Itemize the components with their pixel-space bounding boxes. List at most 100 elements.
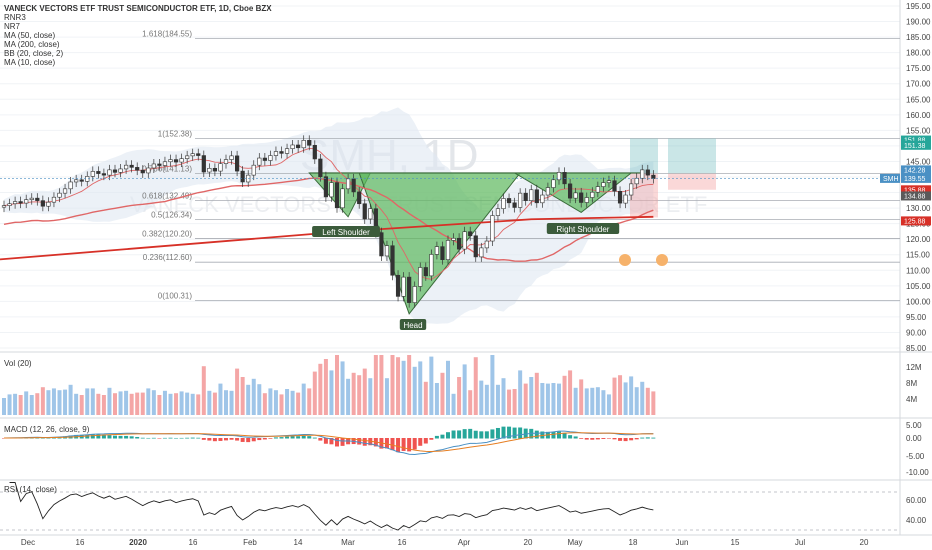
indicator-bb[interactable]: BB (20, close, 2) <box>4 49 64 58</box>
candle-body <box>173 159 179 163</box>
candle-body <box>567 183 573 199</box>
macd-histogram-bar <box>523 428 528 439</box>
label-right-shoulder-bg <box>546 223 620 234</box>
macd-histogram-bar <box>246 438 251 443</box>
volume-bar <box>135 392 140 415</box>
macd-histogram-bar <box>162 437 167 439</box>
indicator-nr7[interactable]: NR7 <box>4 22 21 31</box>
macd-histogram-bar <box>557 431 561 439</box>
volume-bar <box>218 383 223 415</box>
macd-histogram-bar <box>595 438 600 440</box>
price-tag: 125.88 <box>901 216 931 226</box>
candle-body <box>629 183 634 196</box>
candle-body <box>190 153 195 157</box>
macd-tick-label: 5.00 <box>906 421 922 430</box>
volume-bar <box>174 393 179 415</box>
volume-bar <box>207 390 212 415</box>
candle-body <box>296 144 301 149</box>
volume-bar <box>129 393 134 415</box>
candle-body <box>540 194 545 204</box>
volume-bar <box>201 366 206 415</box>
volume-bar <box>346 378 351 415</box>
candle-body <box>401 276 406 297</box>
volume-bar <box>495 384 500 415</box>
candle-body <box>479 247 484 258</box>
macd-label[interactable]: MACD (12, 26, close, 9) <box>4 425 90 434</box>
volume-bar <box>518 370 523 415</box>
macd-histogram-bar <box>601 438 606 439</box>
label-right-shoulder: Right Shoulder <box>557 225 610 234</box>
ma50-line <box>3 177 654 262</box>
price-tick-label: 160.00 <box>906 111 931 120</box>
price-tick-label: 100.00 <box>906 297 931 306</box>
volume-bar <box>246 384 251 415</box>
candle-body <box>340 188 345 209</box>
volume-bar <box>368 378 373 415</box>
indicator-ma10[interactable]: MA (10, close) <box>4 58 56 67</box>
time-tick-label: Dec <box>21 538 35 547</box>
candle-body <box>518 192 523 208</box>
price-tag-bg <box>901 165 931 175</box>
price-axis[interactable]: 85.00 90.00 95.00 100.00 105.00 110.00 115.00 1… <box>906 2 931 525</box>
volume-bar <box>196 394 201 415</box>
candle-body <box>523 192 528 201</box>
candle-body <box>273 151 279 156</box>
candle-body <box>584 197 589 203</box>
candle-body <box>490 215 495 242</box>
rsi-label[interactable]: RSI (14, close) <box>4 485 57 494</box>
macd-histogram-bar <box>362 438 367 446</box>
fib-label: 0(100.31) <box>158 291 193 300</box>
candle-body <box>112 169 118 173</box>
volume-bar <box>124 390 129 415</box>
price-tag: 139.55 <box>901 173 931 183</box>
macd-histogram-bar <box>157 438 162 439</box>
chart-title[interactable]: VANECK VECTORS ETF TRUST SEMICONDUCTOR E… <box>4 4 272 13</box>
indicator-ma50[interactable]: MA (50, close) <box>4 31 56 40</box>
volume-bar <box>240 377 245 415</box>
macd-histogram-bar <box>440 434 445 439</box>
candle-body <box>651 174 656 179</box>
candle-body <box>107 169 112 176</box>
candle-body <box>318 158 323 177</box>
time-tick-label: 20 <box>524 538 533 547</box>
volume-bar <box>462 364 467 415</box>
price-tick-label: 195.00 <box>906 2 931 11</box>
candle-body <box>135 167 140 171</box>
candle-body <box>212 167 218 172</box>
candle-body <box>617 191 623 204</box>
macd-histogram-bar <box>218 438 223 441</box>
candle-body <box>334 182 340 209</box>
event-marker <box>619 254 631 266</box>
volume-tick-label: 12M <box>906 363 922 372</box>
macd-histogram-bar <box>562 432 567 439</box>
candle-body <box>201 155 206 173</box>
rsi-tick-label: 60.00 <box>906 496 927 505</box>
candle-body <box>595 186 600 193</box>
volume-bar <box>185 392 190 415</box>
volume-bar <box>79 395 84 415</box>
volume-bar <box>440 372 445 415</box>
volume-bar <box>373 355 378 415</box>
volume-bar <box>540 383 545 415</box>
symbol-tag: SMH <box>883 176 899 183</box>
candle-body <box>634 177 639 185</box>
candle-body <box>157 163 162 166</box>
time-axis[interactable]: Dec 16 2020 16 Feb 14 Mar 16 Apr 20 May 18 Jun 15 Jul 2… <box>21 538 869 547</box>
candle-body <box>556 172 562 181</box>
volume-bar <box>362 368 367 415</box>
candle-body <box>179 158 184 163</box>
volume-bar <box>51 388 56 415</box>
macd-histogram-bar <box>190 437 195 439</box>
indicator-ma200[interactable]: MA (200, close) <box>4 40 60 49</box>
volume-label[interactable]: Vol (20) <box>4 359 32 368</box>
time-tick-label: Apr <box>458 538 471 547</box>
volume-bar <box>290 390 295 415</box>
price-tag-bg <box>901 185 931 195</box>
indicator-rnr3[interactable]: RNR3 <box>4 13 26 22</box>
volume-bar <box>224 390 228 415</box>
macd-histogram-bar <box>551 431 556 439</box>
volume-bar <box>451 393 456 415</box>
volume-bar <box>57 390 62 415</box>
candle-body <box>390 245 395 276</box>
